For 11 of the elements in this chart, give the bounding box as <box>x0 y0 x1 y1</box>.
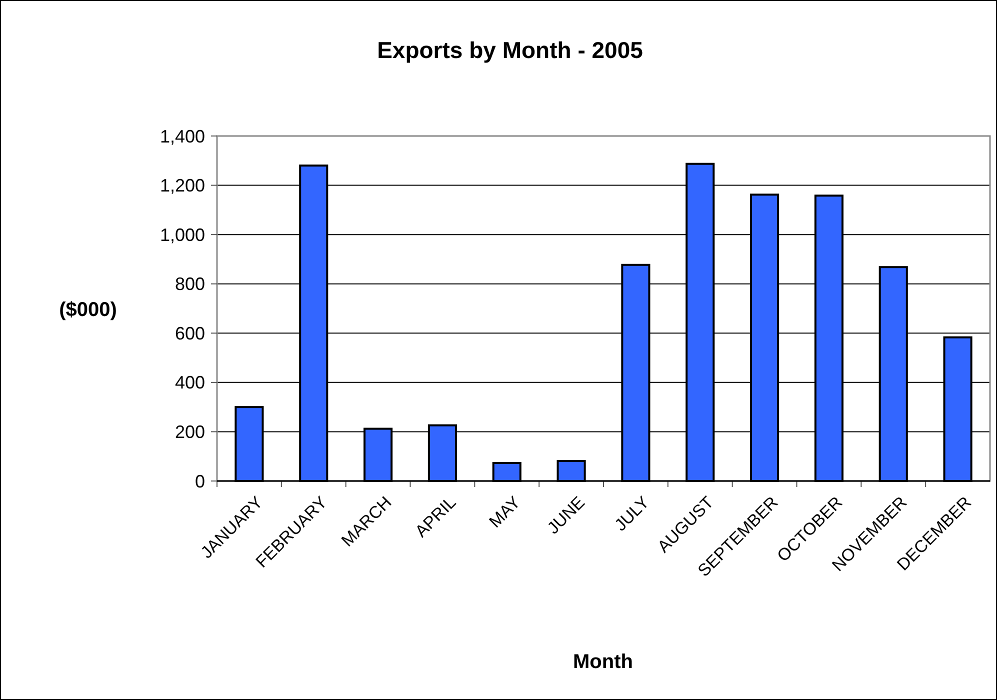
chart-title: Exports by Month - 2005 <box>377 37 644 63</box>
y-tick-label: 800 <box>174 274 205 294</box>
y-tick-label: 1,000 <box>160 224 205 245</box>
y-axis-title: ($000) <box>59 299 117 321</box>
y-tick-label: 0 <box>194 471 205 492</box>
y-tick-label: 1,200 <box>160 176 205 196</box>
x-axis-title: Month <box>573 651 633 673</box>
y-tick-label: 600 <box>174 323 205 344</box>
y-tick-label: 400 <box>174 372 205 393</box>
y-tick-label: 200 <box>174 422 205 442</box>
y-tick-label: 1,400 <box>160 126 205 146</box>
